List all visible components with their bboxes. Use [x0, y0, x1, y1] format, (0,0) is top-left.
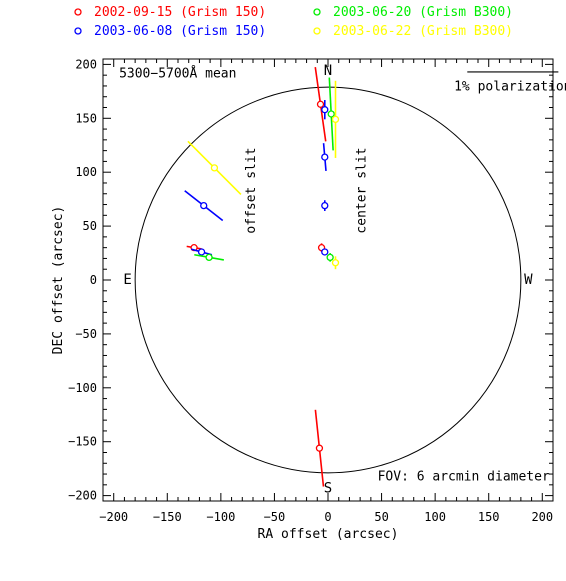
data-point [331, 115, 340, 124]
legend-marker [313, 27, 321, 35]
x-tick-label: 150 [478, 510, 500, 524]
west-label: W [524, 272, 533, 288]
fov-circle [134, 86, 522, 474]
data-point [331, 259, 340, 267]
legend-entry: 2003-06-22 (Grism B300) [333, 24, 513, 39]
x-tick-label: −100 [206, 510, 235, 524]
east-label: E [123, 272, 131, 288]
x-tick-label: −200 [99, 510, 128, 524]
y-axis-label: DEC offset (arcsec) [51, 206, 66, 355]
fov-label: FOV: 6 arcmin diameter [378, 470, 550, 485]
x-tick-label: −50 [264, 510, 286, 524]
data-point [326, 253, 334, 262]
legend-marker [313, 8, 321, 16]
legend: 2002-09-15 (Grism 150) 2003-06-08 (Grism … [74, 5, 513, 39]
y-tick-label: 0 [90, 273, 97, 287]
data-point [316, 100, 325, 108]
y-tick-label: 100 [75, 165, 97, 179]
x-tick-label: 100 [424, 510, 446, 524]
data-point [315, 444, 324, 452]
legend-entry: 2003-06-20 (Grism B300) [333, 5, 513, 20]
legend-entry: 2002-09-15 (Grism 150) [94, 5, 266, 20]
data-point [321, 153, 329, 161]
data-point [327, 110, 335, 118]
y-tick-label: −100 [68, 381, 97, 395]
polarization-vectors [184, 67, 340, 487]
offset-slit-label: offset slit [244, 147, 259, 233]
data-point [197, 248, 206, 256]
x-tick-label: 0 [324, 510, 331, 524]
data-point [321, 201, 329, 210]
y-tick-label: −200 [68, 489, 97, 503]
y-tick-label: −150 [68, 435, 97, 449]
band-label: 5300−5700Å mean [119, 65, 236, 81]
legend-marker [74, 27, 82, 35]
center-slit-label: center slit [355, 147, 370, 233]
south-label: S [324, 480, 332, 496]
data-point [321, 248, 329, 256]
axis-tick-labels: −200 −150 −100 −50 0 50 100 150 200 −200 −150 −100 −… [68, 57, 553, 524]
scale-bar-label: 1% polarization [454, 79, 566, 94]
y-tick-label: 150 [75, 111, 97, 125]
x-axis-label: RA offset (arcsec) [258, 527, 399, 542]
data-point [210, 164, 219, 172]
data-point [321, 106, 329, 114]
legend-marker [74, 8, 82, 16]
legend-entry: 2003-06-08 (Grism 150) [94, 24, 266, 39]
y-tick-label: 200 [75, 57, 97, 71]
north-label: N [324, 63, 332, 79]
polarization-scale-bar: 1% polarization [454, 71, 566, 94]
y-tick-label: −50 [75, 327, 97, 341]
data-point [200, 201, 208, 210]
y-tick-label: 50 [83, 219, 97, 233]
plot-frame [102, 58, 554, 502]
x-tick-label: 50 [374, 510, 388, 524]
axis-ticks [103, 59, 553, 501]
data-point [205, 253, 213, 262]
x-tick-label: 200 [531, 510, 553, 524]
x-tick-label: −150 [153, 510, 182, 524]
